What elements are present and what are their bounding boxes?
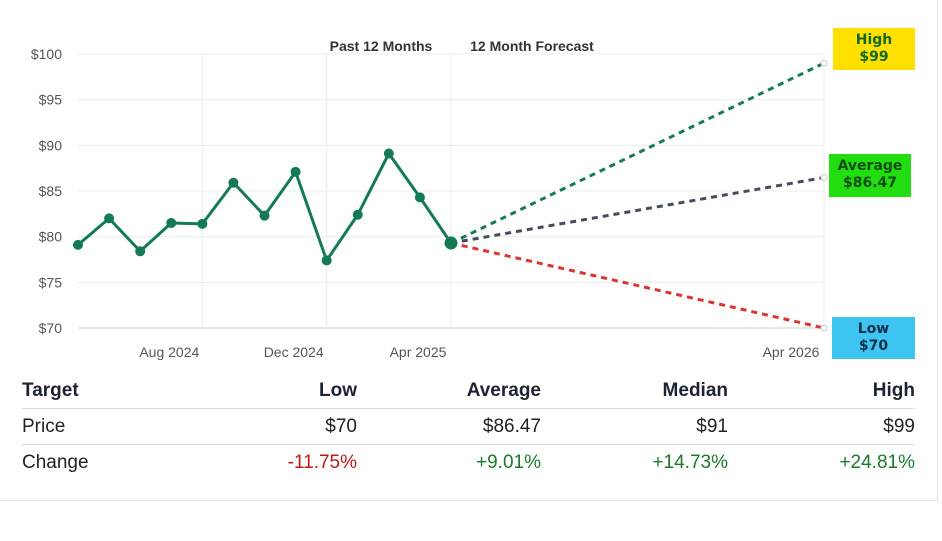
row-label-price: Price [22,408,202,445]
y-tick-label: $80 [39,229,63,245]
grid [78,53,825,329]
table-header-row: Target Low Average Median High [22,373,915,409]
forecast-high-label: High [855,32,893,48]
change-low: -11.75% [287,451,357,473]
header-average: Average [357,373,541,409]
forecast-low-badge: Low $70 [832,317,915,359]
header-high: High [728,373,915,409]
header-median: Median [541,373,728,409]
x-tick-label: Aug 2024 [139,344,199,360]
price-point [166,217,177,228]
forecast-high-badge: High $99 [833,28,915,70]
price-series [73,148,458,266]
forecast-low-value: $70 [858,338,889,354]
price-point [444,236,458,250]
y-tick-label: $90 [39,137,63,153]
x-tick-label: Apr 2026 [763,344,820,360]
price-point [73,239,83,250]
chart-frame [0,0,938,501]
price-point [104,213,115,224]
forecast-endpoint-low [820,324,828,332]
forecast-average-label: Average [837,158,903,174]
price-point [290,166,301,177]
period-label-past: Past 12 Months [330,38,433,54]
price-low: $70 [202,408,357,445]
price-median: $91 [541,408,728,445]
price-line [77,152,453,262]
price-point [228,177,239,188]
y-tick-label: $70 [39,320,63,336]
forecast-average-badge: Average $86.47 [829,154,911,197]
price-target-table: Target Low Average Median High Price $70… [22,373,915,480]
header-low: Low [202,373,357,409]
period-label-forecast: 12 Month Forecast [470,38,594,54]
forecast-endpoint-average [820,174,828,182]
change-median: +14.73% [652,451,728,473]
x-tick-label: Dec 2024 [264,344,324,360]
x-tick-label: Apr 2025 [390,344,447,360]
price-point [383,148,394,159]
price-forecast-chart: $100 $95 $90 $85 $80 $75 $70 Aug 2024 Dec 2024 Ap… [31,38,828,360]
change-high: +24.81% [839,451,915,473]
table-row-price: Price $70 $86.47 $91 $99 [22,408,915,445]
y-tick-label: $85 [39,183,63,199]
y-tick-label: $75 [39,274,63,290]
y-tick-label: $100 [31,46,62,62]
price-point [321,255,332,266]
price-point [135,246,146,257]
forecast-line-low [450,241,825,330]
forecast-line-high [450,61,825,245]
table-row-change: Change -11.75% +9.01% +14.73% +24.81% [22,445,915,481]
change-average: +9.01% [476,451,541,473]
y-tick-label: $95 [39,92,63,108]
price-point [197,218,208,229]
price-average: $86.47 [357,408,541,445]
axes: $100 $95 $90 $85 $80 $75 $70 Aug 2024 Dec 2024 Ap… [31,46,820,360]
forecast-line-average [450,176,825,245]
price-high: $99 [728,408,915,445]
price-point [352,209,363,220]
forecast-lines [450,59,828,332]
price-point [259,210,270,221]
forecast-average-value: $86.47 [842,175,898,191]
forecast-endpoint-high [820,59,828,67]
forecast-high-value: $99 [859,49,889,65]
price-point [414,192,425,203]
row-label-change: Change [22,451,89,473]
header-target: Target [22,373,202,409]
forecast-low-label: Low [857,321,890,337]
